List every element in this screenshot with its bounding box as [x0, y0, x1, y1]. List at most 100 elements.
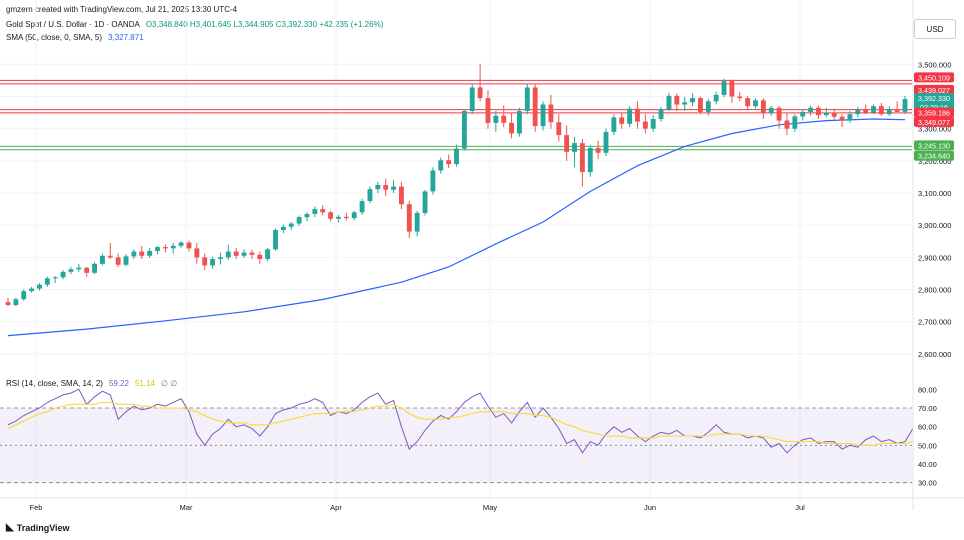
symbol-ohlc-legend[interactable]: Gold Spot / U.S. Dollar · 1D · OANDA O3,3… — [6, 20, 383, 29]
candle-body — [312, 209, 318, 214]
candle-body — [540, 104, 546, 127]
candle-body — [776, 107, 782, 121]
price-tick-label: 3,100.000 — [918, 189, 951, 198]
tradingview-logo-text: TradingView — [16, 522, 70, 533]
candle-body — [438, 160, 444, 171]
candle-body — [658, 109, 664, 120]
candle-body — [178, 242, 184, 246]
level-label: 3,359.186 — [918, 109, 950, 118]
currency-label: USD — [927, 25, 944, 34]
candle-body — [690, 98, 695, 103]
candle-body — [729, 81, 735, 97]
time-axis[interactable]: Feb Mar Apr May Jun Jul — [0, 497, 964, 512]
candle-body — [823, 112, 829, 116]
rsi-tick-label: 80.00 — [918, 385, 937, 394]
level-label-tag — [914, 72, 954, 83]
candle-body — [595, 147, 601, 153]
tradingview-logo[interactable]: ◣ TradingView — [6, 522, 70, 533]
rsi-tick-label: 60.00 — [918, 423, 937, 432]
candle-body — [351, 212, 357, 219]
candle-body — [721, 81, 727, 95]
candle-body — [328, 212, 334, 219]
candle-body — [99, 255, 105, 264]
candle-body — [650, 119, 656, 129]
candles — [5, 64, 908, 307]
candle-body — [359, 201, 365, 213]
candle-body — [218, 257, 223, 259]
candle-body — [816, 107, 821, 116]
candle-body — [517, 110, 522, 134]
candle-body — [170, 245, 176, 249]
candle-body — [603, 131, 609, 153]
candle-body — [304, 213, 310, 218]
candle-body — [768, 107, 774, 114]
candle-body — [674, 95, 680, 105]
candle-body — [92, 263, 97, 273]
candle-body — [469, 87, 475, 111]
candle-body — [233, 251, 239, 256]
price-tick-label: 2,900.000 — [918, 253, 951, 262]
candle-body — [375, 184, 381, 190]
candle-body — [461, 110, 467, 149]
rsi-ma-value: 51.14 — [135, 379, 155, 388]
candle-body — [257, 254, 263, 259]
candle-body — [186, 242, 192, 249]
price-labels: 3,450.109 3,439.0273,392.33003:29:163,359… — [914, 72, 954, 161]
time-tick-label: May — [483, 503, 497, 512]
candle-body — [697, 98, 703, 112]
candle-body — [792, 116, 798, 129]
time-tick-label: Jul — [795, 503, 805, 512]
last-price-label: 3,392.330 — [918, 94, 950, 103]
time-tick-label: Mar — [180, 503, 193, 512]
level-label-tag — [914, 116, 954, 127]
candle-body — [44, 278, 50, 285]
candle-body — [336, 216, 341, 219]
candle-body — [666, 95, 672, 110]
candle-body — [556, 122, 562, 136]
candle-body — [894, 109, 900, 112]
candle-body — [501, 115, 507, 123]
level-label: 3,450.109 — [918, 73, 950, 82]
candle-body — [784, 120, 790, 129]
ohlc-values: O3,348.840 H3,401.645 L3,344.905 C3,392.… — [146, 20, 384, 29]
candle-body — [627, 108, 633, 124]
rsi-band — [0, 407, 912, 484]
candle-body — [21, 291, 27, 300]
candle-body — [320, 209, 326, 213]
rsi-axis[interactable]: 30.00 40.00 50.00 60.00 70.00 80.00 — [918, 385, 937, 487]
level-label-tag — [914, 150, 954, 161]
candle-body — [642, 121, 648, 129]
rsi-tick-label: 70.00 — [918, 404, 937, 413]
price-tick-label: 2,600.000 — [918, 350, 951, 359]
price-tick-label: 3,300.000 — [918, 125, 951, 134]
candle-body — [863, 110, 869, 113]
candle-body — [52, 277, 58, 279]
candle-body — [241, 252, 247, 256]
rsi-legend[interactable]: RSI (14, close, SMA, 14, 2) 59.22 51.14 ∅ ∅ — [6, 379, 177, 388]
candle-body — [430, 170, 436, 192]
candle-body — [564, 135, 570, 152]
rsi-label: RSI (14, close, SMA, 14, 2) — [6, 379, 103, 388]
rsi-tick-label: 30.00 — [918, 479, 937, 488]
time-tick-label: Apr — [330, 503, 342, 512]
candle-body — [60, 271, 66, 278]
candle-body — [619, 117, 625, 124]
currency-button[interactable]: USD — [914, 19, 956, 39]
countdown-label: 03:29:16 — [920, 103, 948, 112]
candle-body — [532, 87, 538, 127]
candle-body — [123, 256, 129, 265]
candle-body — [485, 98, 491, 123]
sma-legend[interactable]: SMA (50, close, 0, SMA, 5) 3,327.871 — [6, 33, 144, 42]
price-tick-label: 2,700.000 — [918, 318, 951, 327]
candle-body — [705, 101, 711, 112]
candle-body — [611, 117, 617, 132]
level-label-tag — [914, 140, 954, 151]
candle-body — [147, 250, 153, 256]
candle-body — [249, 252, 255, 255]
candle-body — [477, 87, 483, 99]
price-tick-label: 2,800.000 — [918, 286, 951, 295]
candle-body — [572, 143, 577, 152]
chart-creation-note: gmzern created with TradingView.com, Jul… — [6, 5, 237, 14]
candle-body — [288, 223, 294, 227]
